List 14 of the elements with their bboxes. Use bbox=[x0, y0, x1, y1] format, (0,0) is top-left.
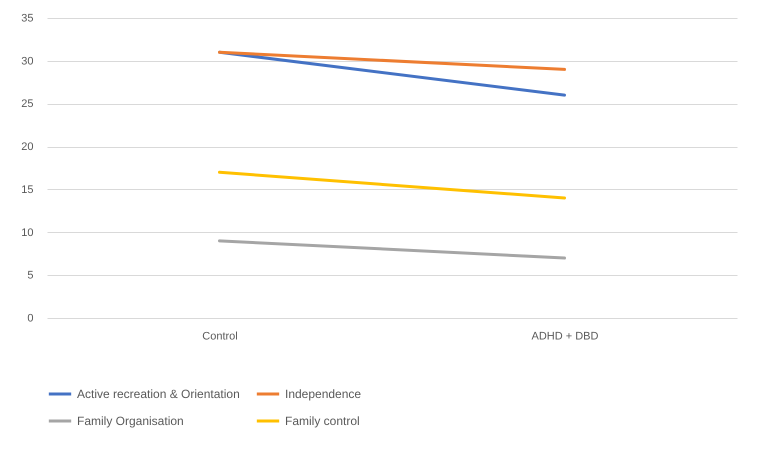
legend-label: Family control bbox=[285, 414, 360, 428]
y-tick-label: 5 bbox=[27, 270, 34, 282]
x-tick-label: ADHD + DBD bbox=[532, 330, 599, 342]
y-tick-label: 35 bbox=[21, 12, 34, 24]
x-tick-label: Control bbox=[202, 330, 238, 342]
legend-label: Family Organisation bbox=[77, 414, 184, 428]
y-tick-label: 10 bbox=[21, 226, 34, 239]
y-tick-label: 20 bbox=[21, 141, 34, 154]
legend-label: Independence bbox=[285, 387, 362, 401]
y-tick-label: 15 bbox=[21, 184, 34, 196]
y-tick-label: 25 bbox=[21, 98, 34, 110]
legend-label: Active recreation & Orientation bbox=[77, 387, 240, 401]
y-tick-label: 0 bbox=[27, 312, 34, 324]
y-tick-label: 30 bbox=[21, 55, 34, 68]
